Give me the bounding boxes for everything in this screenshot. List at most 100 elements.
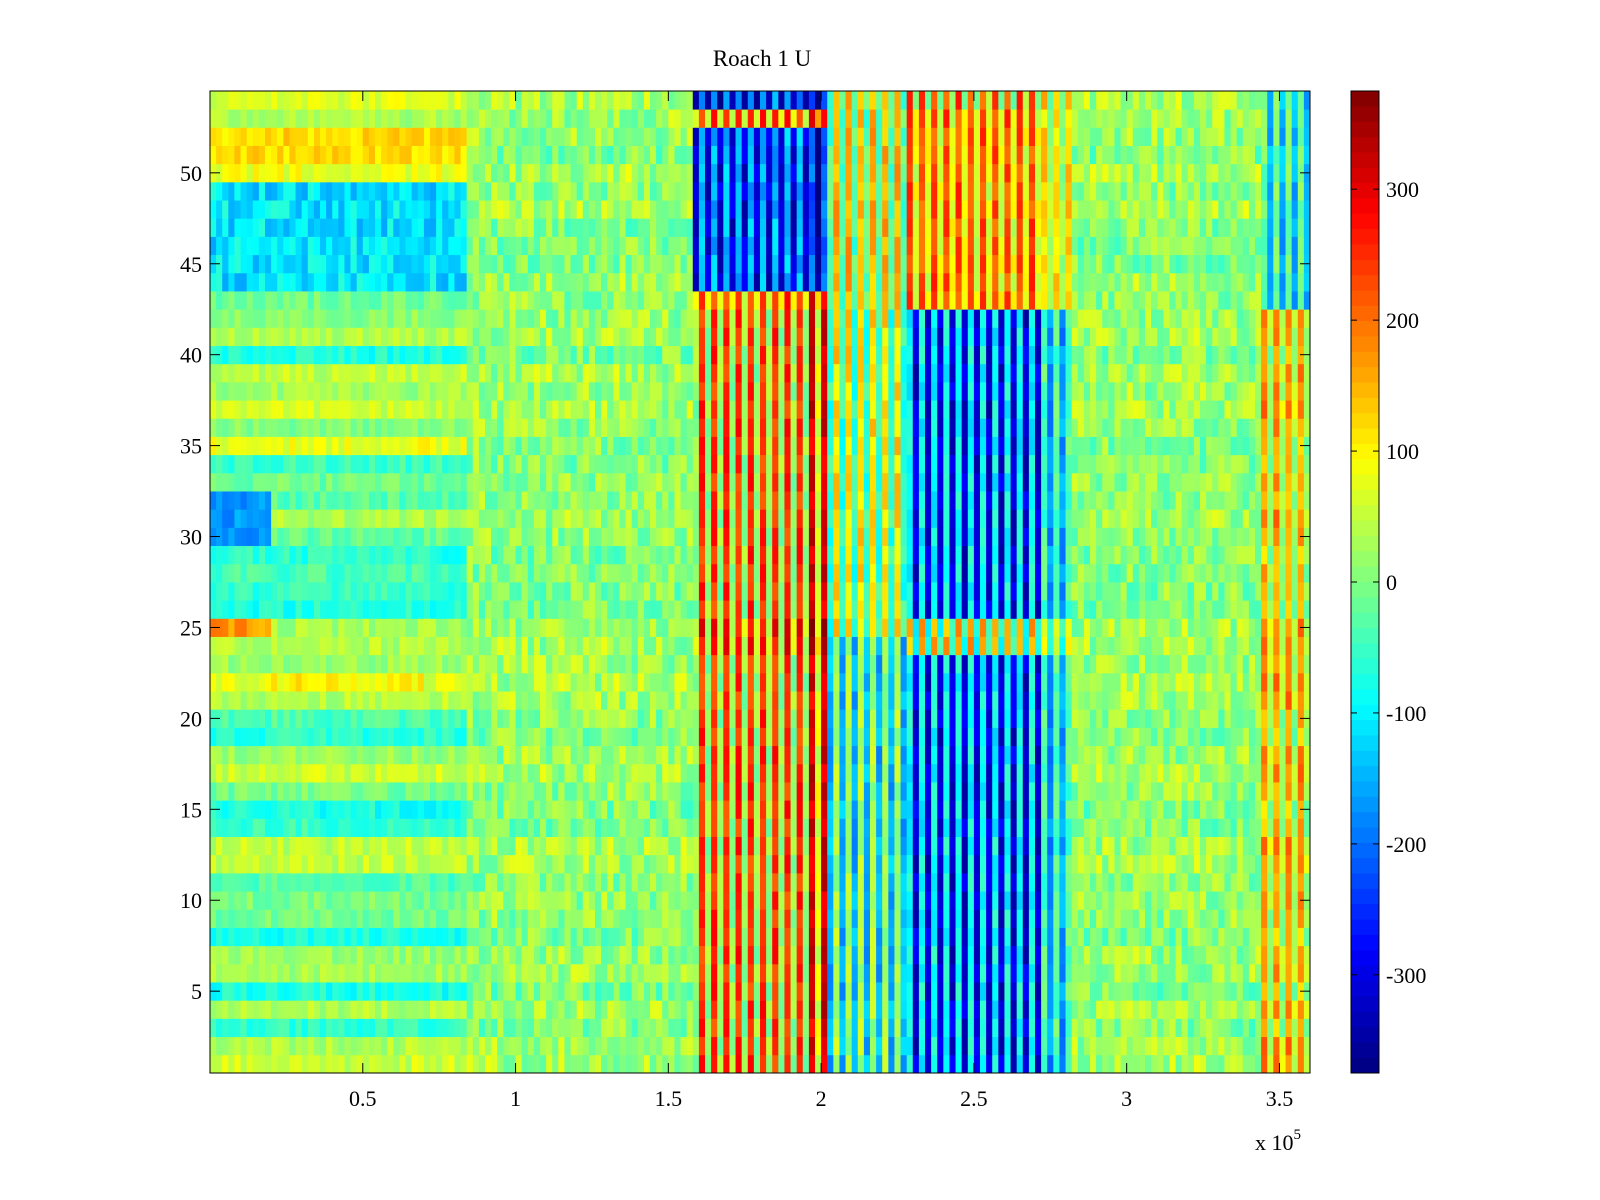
heatmap-cell [277, 582, 284, 601]
heatmap-cell [405, 582, 413, 601]
heatmap-cell [827, 836, 834, 856]
heatmap-cell [833, 909, 840, 928]
heatmap-cell [417, 945, 425, 965]
heatmap-cell [381, 600, 388, 619]
heatmap-cell [656, 963, 663, 983]
heatmap-cell [570, 745, 578, 765]
heatmap-cell [619, 654, 626, 674]
heatmap-cell [1071, 1018, 1079, 1038]
heatmap-cell [375, 945, 382, 965]
heatmap-cell [234, 945, 241, 965]
heatmap-cell [1114, 800, 1121, 819]
heatmap-cell [1120, 709, 1128, 728]
heatmap-cell [265, 709, 272, 728]
heatmap-cell [931, 927, 938, 947]
heatmap-cell [1230, 800, 1238, 819]
heatmap-cell [808, 1000, 816, 1019]
heatmap-cell [466, 854, 474, 874]
heatmap-cell [1071, 909, 1079, 928]
heatmap-cell [265, 654, 272, 674]
heatmap-cell [723, 745, 730, 765]
heatmap-cell [509, 982, 516, 1001]
heatmap-cell [558, 1054, 565, 1074]
heatmap-cell [362, 800, 370, 819]
heatmap-cell [668, 1018, 675, 1038]
heatmap-cell [1224, 600, 1231, 619]
heatmap-cell [430, 745, 437, 765]
heatmap-cell [1163, 945, 1170, 965]
heatmap-cell [705, 582, 712, 601]
heatmap-cell [582, 909, 590, 928]
heatmap-cell [320, 563, 327, 583]
heatmap-cell [423, 782, 431, 801]
heatmap-cell [1035, 1054, 1042, 1074]
heatmap-cell [680, 654, 688, 674]
heatmap-cell [368, 654, 376, 674]
heatmap-cell [240, 582, 248, 601]
heatmap-cell [931, 636, 938, 656]
heatmap-cell [252, 600, 260, 619]
heatmap-cell [258, 909, 266, 928]
heatmap-cell [851, 1018, 859, 1038]
heatmap-cell [686, 1036, 694, 1056]
heatmap-cell [503, 691, 510, 710]
heatmap-cell [1267, 636, 1274, 656]
heatmap-cell [778, 600, 785, 619]
heatmap-cell [1114, 1054, 1121, 1074]
heatmap-cell [588, 982, 596, 1001]
heatmap-cell [576, 763, 584, 783]
heatmap-cell [1138, 763, 1146, 783]
heatmap-cell [808, 709, 816, 728]
heatmap-cell [283, 1036, 290, 1056]
heatmap-cell [1028, 563, 1036, 583]
heatmap-cell [692, 582, 700, 601]
heatmap-cell [668, 854, 675, 874]
heatmap-cell [796, 800, 804, 819]
heatmap-cell [1096, 654, 1103, 674]
heatmap-cell [399, 691, 406, 710]
heatmap-cell [986, 709, 993, 728]
heatmap-cell [271, 636, 278, 656]
heatmap-cell [1010, 600, 1018, 619]
heatmap-cell [497, 745, 504, 765]
heatmap-cell [540, 745, 547, 765]
heatmap-cell [301, 763, 309, 783]
heatmap-cell [827, 672, 834, 692]
heatmap-cell [228, 854, 235, 874]
heatmap-cell [735, 891, 743, 910]
heatmap-cell [540, 582, 547, 601]
heatmap-cell [1279, 1054, 1286, 1074]
heatmap-cell [344, 636, 351, 656]
heatmap-cell [423, 672, 431, 692]
heatmap-cell [527, 563, 535, 583]
heatmap-cell [234, 1000, 241, 1019]
heatmap-cell [240, 872, 248, 892]
heatmap-cell [375, 1018, 382, 1038]
heatmap-cell [228, 727, 235, 747]
heatmap-cell [821, 709, 828, 728]
heatmap-cell [228, 800, 235, 819]
heatmap-cell [1010, 891, 1018, 910]
heatmap-cell [1261, 618, 1268, 637]
heatmap-cell [1206, 1036, 1213, 1056]
heatmap-cell [1022, 982, 1030, 1001]
heatmap-cell [503, 872, 510, 892]
heatmap-cell [1138, 727, 1146, 747]
heatmap-cell [1120, 872, 1128, 892]
heatmap-cell [1255, 672, 1262, 692]
heatmap-cell [637, 782, 645, 801]
heatmap-cell [986, 854, 993, 874]
heatmap-cell [344, 1036, 351, 1056]
heatmap-cell [289, 982, 296, 1001]
heatmap-cell [1261, 1036, 1268, 1056]
heatmap-cell [637, 927, 645, 947]
heatmap-cell [228, 909, 235, 928]
heatmap-cell [1303, 1000, 1311, 1019]
heatmap-cell [344, 909, 351, 928]
heatmap-cell [1077, 618, 1085, 637]
heatmap-cell [509, 963, 516, 983]
heatmap-cell [1169, 1018, 1176, 1038]
heatmap-cell [1297, 582, 1305, 601]
heatmap-cell [1022, 618, 1030, 637]
heatmap-cell [381, 891, 388, 910]
